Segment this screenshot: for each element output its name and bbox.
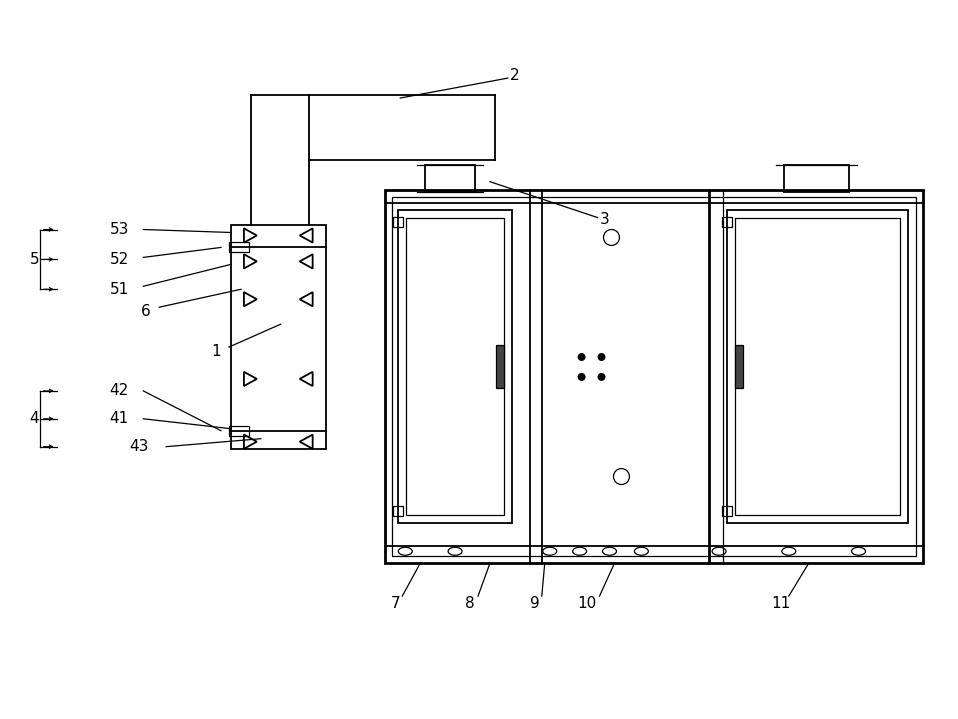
Text: 5: 5	[30, 252, 39, 267]
Circle shape	[578, 373, 585, 381]
Text: 8: 8	[465, 595, 474, 610]
Bar	[727, 209, 908, 523]
Text: 6: 6	[142, 303, 151, 319]
Text: 2: 2	[510, 68, 519, 83]
Bar	[735, 344, 743, 388]
Bar	[722, 216, 732, 226]
Text: 3: 3	[600, 212, 609, 227]
Text: 51: 51	[109, 282, 128, 297]
Circle shape	[598, 353, 605, 361]
Bar	[425, 165, 475, 192]
Bar	[229, 242, 249, 252]
Bar	[393, 196, 916, 557]
Text: 41: 41	[109, 411, 128, 426]
Bar	[229, 426, 249, 436]
Text: 9: 9	[530, 595, 539, 610]
Bar	[784, 165, 849, 192]
Text: 52: 52	[109, 252, 128, 267]
Bar	[394, 506, 403, 516]
Text: 10: 10	[578, 595, 597, 610]
Text: 11: 11	[771, 595, 790, 610]
Text: 1: 1	[211, 344, 220, 359]
Bar	[231, 224, 326, 449]
Bar	[385, 190, 924, 563]
Bar	[735, 218, 901, 516]
Bar	[406, 218, 504, 516]
Bar	[394, 216, 403, 226]
Bar	[399, 209, 512, 523]
Text: 43: 43	[129, 439, 148, 454]
Circle shape	[598, 373, 605, 381]
Text: 4: 4	[30, 411, 39, 426]
Bar	[496, 344, 504, 388]
Text: 42: 42	[109, 383, 128, 398]
Text: 7: 7	[390, 595, 400, 610]
Text: 53: 53	[109, 222, 128, 237]
Circle shape	[578, 353, 585, 361]
Bar	[722, 506, 732, 516]
